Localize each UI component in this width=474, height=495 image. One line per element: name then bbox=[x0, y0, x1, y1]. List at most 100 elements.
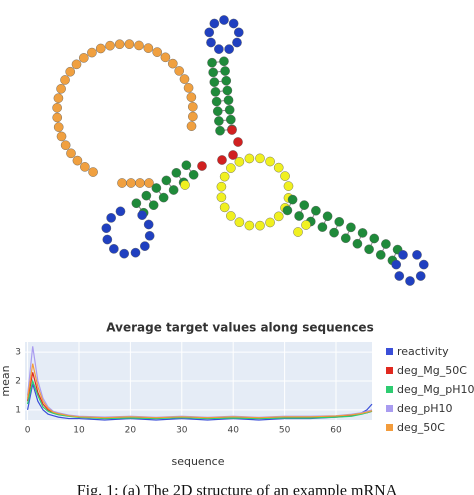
nucleotide bbox=[219, 56, 229, 67]
nucleotide bbox=[216, 181, 227, 192]
nucleotide bbox=[95, 43, 106, 54]
nucleotide bbox=[115, 206, 126, 217]
nucleotide bbox=[179, 74, 190, 84]
nucleotide bbox=[188, 169, 199, 180]
nucleotide bbox=[219, 171, 230, 182]
legend-label: deg_Mg_pH10 bbox=[397, 383, 474, 396]
nucleotide bbox=[106, 213, 116, 223]
nucleotide bbox=[204, 27, 215, 38]
nucleotide bbox=[188, 101, 198, 112]
nucleotide bbox=[329, 227, 339, 238]
nucleotide bbox=[287, 194, 298, 205]
x-tick-label: 30 bbox=[176, 426, 188, 436]
nucleotide bbox=[207, 57, 217, 68]
nucleotide bbox=[209, 77, 220, 87]
nucleotide bbox=[340, 233, 351, 243]
nucleotide bbox=[144, 178, 154, 188]
nucleotide bbox=[209, 18, 220, 29]
nucleotide bbox=[234, 217, 245, 227]
nucleotide bbox=[214, 44, 224, 54]
nucleotide bbox=[210, 87, 221, 97]
nucleotide bbox=[364, 244, 374, 255]
nucleotide bbox=[224, 105, 235, 115]
nucleotide bbox=[223, 95, 234, 105]
x-tick-label: 40 bbox=[227, 426, 239, 436]
nucleotide bbox=[219, 202, 230, 213]
nucleotide bbox=[233, 27, 244, 38]
nucleotide bbox=[244, 220, 255, 231]
nucleotide bbox=[180, 180, 190, 190]
nucleotide bbox=[357, 228, 368, 238]
nucleotide bbox=[352, 238, 363, 249]
y-tick-label: 2 bbox=[15, 377, 21, 387]
series-line bbox=[26, 378, 373, 420]
nucleotide bbox=[158, 192, 169, 203]
nucleotide bbox=[299, 200, 310, 210]
nucleotide bbox=[135, 178, 145, 188]
x-tick-label: 20 bbox=[125, 426, 137, 436]
nucleotide bbox=[186, 92, 197, 102]
nucleotide bbox=[53, 122, 64, 132]
nucleotide bbox=[228, 150, 238, 160]
nucleotide bbox=[126, 178, 136, 188]
legend-swatch bbox=[386, 386, 393, 393]
nucleotide bbox=[134, 40, 144, 51]
nucleotide bbox=[197, 161, 207, 171]
x-tick-label: 60 bbox=[330, 426, 342, 436]
nucleotide bbox=[101, 223, 112, 233]
nucleotide bbox=[369, 233, 380, 244]
nucleotide bbox=[346, 222, 356, 233]
nucleotide bbox=[80, 162, 90, 172]
nucleotide bbox=[244, 153, 255, 164]
nucleotide bbox=[206, 37, 216, 48]
nucleotide bbox=[301, 220, 311, 230]
nucleotide bbox=[375, 250, 386, 260]
nucleotide bbox=[130, 247, 141, 258]
legend-label: reactivity bbox=[397, 345, 449, 358]
nucleotide bbox=[148, 200, 159, 210]
nucleotide bbox=[140, 241, 150, 251]
nucleotide bbox=[188, 111, 198, 122]
nucleotide bbox=[141, 190, 152, 201]
nucleotide bbox=[88, 167, 98, 177]
nucleotide bbox=[294, 211, 304, 221]
series-line bbox=[26, 363, 373, 419]
nucleotide bbox=[265, 156, 275, 167]
nucleotide bbox=[137, 210, 147, 220]
nucleotide bbox=[167, 58, 178, 69]
nucleotide bbox=[217, 155, 227, 165]
nucleotide bbox=[233, 137, 243, 147]
nucleotide bbox=[234, 157, 245, 167]
nucleotide bbox=[208, 67, 218, 78]
nucleotide bbox=[124, 39, 135, 49]
nucleotide bbox=[226, 163, 236, 173]
chart-title: Average target values along sequences bbox=[106, 321, 373, 335]
nucleotide bbox=[212, 106, 223, 117]
nucleotide bbox=[114, 39, 125, 50]
nucleotide bbox=[415, 271, 426, 281]
nucleotide bbox=[418, 259, 429, 270]
nucleotide bbox=[56, 131, 67, 142]
nucleotide bbox=[143, 43, 154, 53]
nucleotide bbox=[143, 219, 154, 230]
legend-swatch bbox=[386, 348, 393, 355]
nucleotide bbox=[71, 59, 82, 70]
caption: Fig. 1: (a) The 2D structure of an examp… bbox=[77, 483, 398, 495]
rna-structure bbox=[52, 15, 429, 286]
nucleotide bbox=[131, 198, 142, 209]
nucleotide bbox=[412, 250, 422, 260]
nucleotide bbox=[105, 40, 115, 51]
nucleotide bbox=[273, 211, 284, 222]
nucleotide bbox=[216, 192, 227, 203]
x-axis-label: sequence bbox=[171, 455, 224, 468]
nucleotide bbox=[186, 121, 197, 131]
nucleotide bbox=[334, 217, 345, 227]
legend-swatch bbox=[386, 424, 393, 431]
nucleotide bbox=[311, 205, 321, 216]
nucleotide bbox=[222, 85, 233, 96]
nucleotide bbox=[183, 83, 194, 93]
nucleotide bbox=[265, 217, 275, 228]
nucleotide bbox=[227, 125, 237, 135]
x-tick-label: 50 bbox=[279, 426, 291, 436]
